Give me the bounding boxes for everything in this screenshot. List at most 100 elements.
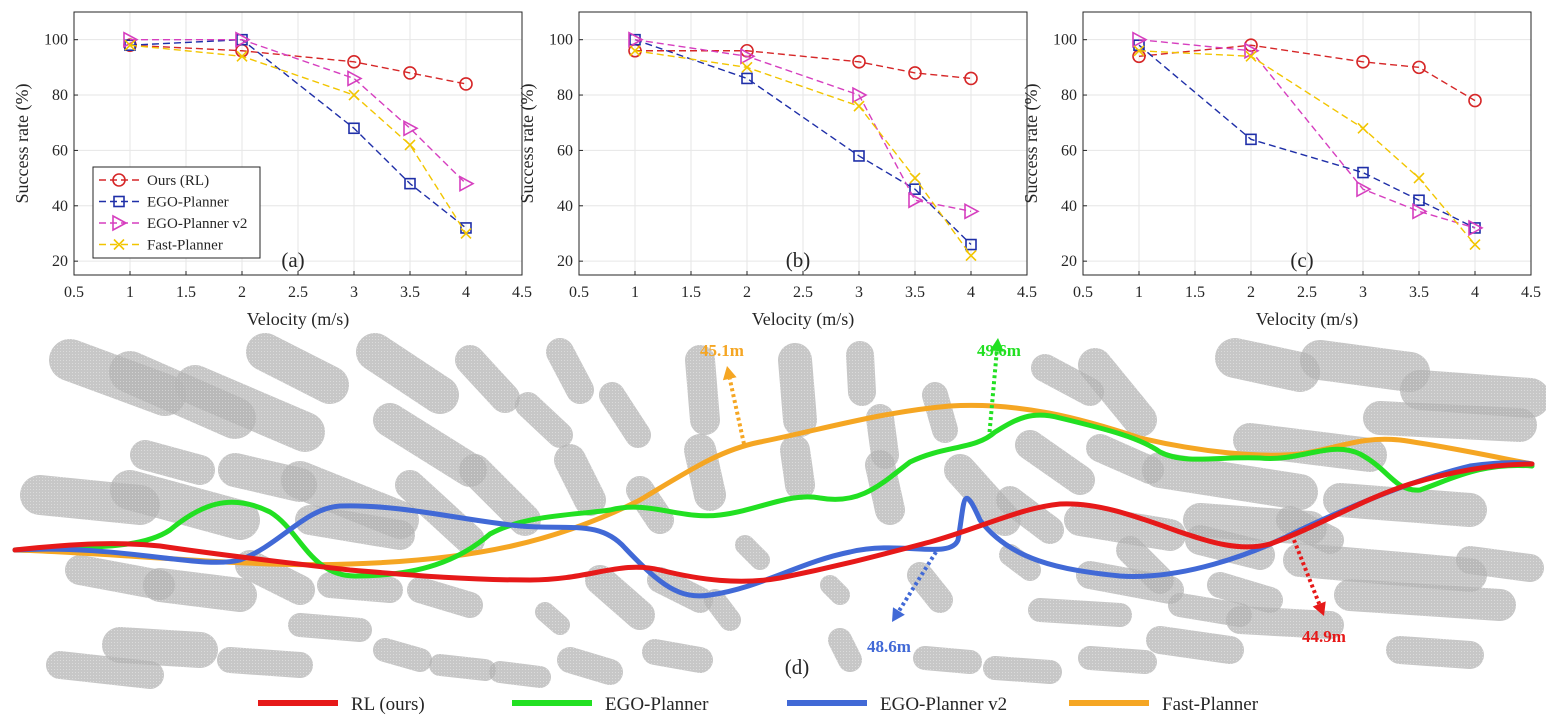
x-tick-label: 4 — [967, 284, 975, 301]
x-tick-label: 0.5 — [1073, 284, 1093, 301]
series-line — [635, 50, 972, 80]
series-line — [634, 39, 972, 246]
distance-arrows — [722, 338, 1326, 622]
y-tick-label: 100 — [44, 32, 68, 49]
y-tick-label: 80 — [557, 87, 573, 104]
x-tick-label: 3 — [855, 284, 863, 301]
trajectory-fast-planner — [12, 402, 1535, 568]
data-point — [1469, 238, 1481, 251]
obstacle-cylinder — [642, 639, 713, 673]
obstacle-cylinder — [913, 646, 982, 674]
obstacle-cylinder — [110, 470, 260, 540]
x-tick-label: 3 — [350, 284, 358, 301]
data-point — [1132, 31, 1148, 49]
y-tick-label: 20 — [52, 253, 68, 270]
obstacle-cylinder — [907, 562, 953, 613]
y-tick-label: 40 — [1061, 198, 1077, 215]
data-point — [348, 89, 360, 101]
x-tick-label: 1.5 — [176, 284, 196, 301]
data-point — [123, 31, 139, 49]
obstacle-cylinder — [1300, 340, 1430, 392]
legend-entry: EGO-Planner — [147, 195, 229, 211]
distance-label-ego-planner: 49.6m — [977, 341, 1021, 360]
data-point — [1356, 180, 1372, 198]
obstacle-cylinder — [459, 454, 541, 536]
data-point — [1412, 60, 1426, 75]
obstacle-cylinder — [866, 404, 899, 469]
y-tick-label: 20 — [557, 253, 573, 270]
data-point — [1468, 93, 1482, 108]
obstacle-cylinder — [1226, 606, 1344, 639]
data-point — [235, 31, 251, 49]
data-point — [853, 100, 865, 112]
obstacle-cylinder — [780, 435, 815, 500]
arrow-ego-planner-shaft — [987, 350, 999, 439]
obstacle-cylinder — [546, 338, 594, 404]
x-tick-label: 1 — [631, 284, 639, 301]
data-point — [852, 86, 868, 104]
data-point — [629, 33, 641, 46]
obstacle-cylinder — [1456, 546, 1544, 582]
data-point — [403, 66, 417, 80]
obstacle-cylinder — [1031, 354, 1104, 406]
obstacle-cylinder — [429, 654, 496, 681]
x-tick-label: 4 — [462, 284, 470, 301]
obstacle-cylinder — [1215, 338, 1320, 392]
x-tick-label: 3.5 — [1409, 284, 1429, 301]
x-axis-label: Velocity (m/s) — [752, 309, 854, 330]
data-point — [403, 119, 419, 137]
x-tick-label: 2.5 — [1297, 284, 1317, 301]
x-tick-label: 2.5 — [288, 284, 308, 301]
data-point — [404, 139, 416, 151]
panel-label: (b) — [786, 248, 811, 272]
series-line — [129, 44, 467, 85]
y-tick-label: 40 — [52, 198, 68, 215]
x-axis-label: Velocity (m/s) — [1256, 309, 1358, 330]
y-tick-label: 100 — [549, 32, 573, 49]
series-line — [1138, 44, 1476, 229]
distance-label-rl: 44.9m — [1302, 627, 1346, 646]
data-point — [236, 50, 248, 62]
obstacle-cylinder — [1334, 579, 1516, 621]
x-tick-label: 4.5 — [1521, 284, 1541, 301]
obstacle-cylinder — [983, 656, 1062, 684]
x-tick-label: 0.5 — [569, 284, 589, 301]
y-tick-label: 60 — [557, 142, 573, 159]
obstacle-cylinder — [281, 461, 419, 539]
data-point — [1413, 172, 1425, 184]
obstacle-cylinder — [455, 345, 520, 413]
data-point — [741, 72, 753, 85]
obstacle-cylinder — [235, 550, 315, 605]
arrow-fast-planner-shaft — [727, 378, 746, 445]
data-point — [347, 55, 361, 69]
data-point — [908, 191, 924, 209]
obstacle-cylinder — [489, 661, 551, 688]
data-point — [460, 227, 472, 240]
obstacle-cylinder — [944, 454, 1021, 536]
panel-label: (a) — [281, 248, 304, 272]
legend-entry: Ours (RL) — [147, 173, 209, 189]
series-line — [129, 38, 467, 229]
obstacle-cylinder — [828, 628, 862, 672]
y-tick-label: 100 — [1053, 32, 1077, 49]
distance-label-ego-planner-v2: 48.6m — [867, 637, 911, 656]
x-tick-label: 4.5 — [1017, 284, 1037, 301]
scene-legend-label: EGO-Planner v2 — [880, 694, 1007, 715]
y-tick-label: 80 — [52, 87, 68, 104]
data-point — [1357, 166, 1369, 179]
data-point — [1413, 194, 1425, 207]
x-tick-label: 3.5 — [905, 284, 925, 301]
data-point — [1244, 42, 1260, 60]
obstacle-cylinder — [778, 343, 817, 437]
obstacle-cylinder — [1064, 504, 1186, 551]
obstacle-cylinder — [1028, 598, 1132, 627]
arrow-rl-head — [1312, 601, 1326, 616]
data-point — [404, 177, 416, 190]
data-point — [909, 183, 921, 195]
series-line — [130, 38, 467, 185]
legend-marker — [113, 195, 125, 208]
legend-entry: Fast-Planner — [147, 238, 223, 254]
x-tick-label: 2 — [743, 284, 751, 301]
x-tick-label: 2 — [238, 284, 246, 301]
